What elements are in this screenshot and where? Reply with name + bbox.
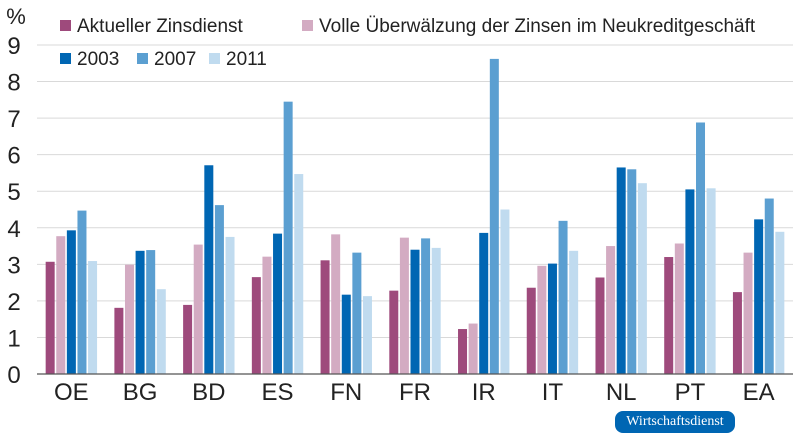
bar-FN-2007 — [352, 252, 362, 374]
bar-OE-2003 — [66, 230, 76, 374]
bar-PT-2007 — [696, 122, 706, 375]
bar-IT-2003 — [547, 263, 557, 374]
legend-swatch — [137, 53, 148, 64]
bar-OE-2007 — [77, 210, 87, 374]
bar-IT-2007 — [558, 220, 568, 374]
y-tick-label: 2 — [7, 289, 20, 316]
y-tick-label: 1 — [7, 325, 20, 352]
x-tick-label: FR — [399, 379, 431, 406]
bar-PT-volle-überwälzung-der-zinsen-im-neukreditgeschäft — [674, 243, 684, 374]
bar-IR-2007 — [489, 58, 499, 374]
bar-BD-volle-überwälzung-der-zinsen-im-neukreditgeschäft — [193, 244, 203, 374]
bar-PT-2003 — [685, 189, 695, 374]
bar-IR-2011 — [500, 209, 510, 374]
y-tick-label: 8 — [7, 70, 20, 97]
bar-FR-aktueller-zinsdienst — [389, 290, 399, 374]
bar-BG-volle-überwälzung-der-zinsen-im-neukreditgeschäft — [124, 264, 134, 374]
x-tick-label: IT — [542, 379, 564, 406]
bar-FR-volle-überwälzung-der-zinsen-im-neukreditgeschäft — [399, 237, 409, 374]
bar-OE-volle-überwälzung-der-zinsen-im-neukreditgeschäft — [56, 236, 66, 374]
x-tick-label: FN — [330, 379, 362, 406]
y-tick-label: 6 — [7, 143, 20, 170]
x-tick-label: ES — [262, 379, 294, 406]
y-tick-label: 3 — [7, 252, 20, 279]
bar-FR-2003 — [410, 249, 420, 374]
legend-label: Volle Überwälzung der Zinsen im Neukredi… — [319, 16, 756, 37]
bar-IT-volle-überwälzung-der-zinsen-im-neukreditgeschäft — [537, 265, 547, 374]
bar-EA-2007 — [764, 198, 774, 374]
y-tick-label: 9 — [7, 33, 20, 60]
bar-FN-aktueller-zinsdienst — [320, 260, 330, 374]
bar-NL-2007 — [627, 169, 637, 374]
bar-PT-aktueller-zinsdienst — [664, 257, 674, 374]
y-tick-label: 5 — [7, 179, 20, 206]
bar-FR-2007 — [421, 238, 431, 374]
bar-OE-2011 — [88, 261, 98, 374]
bar-IT-2011 — [569, 250, 579, 374]
bar-NL-volle-überwälzung-der-zinsen-im-neukreditgeschäft — [606, 246, 616, 374]
bar-BD-aktueller-zinsdienst — [183, 304, 193, 374]
bar-BG-2003 — [135, 250, 145, 374]
y-axis-unit: % — [6, 4, 26, 29]
x-tick-label: EA — [743, 379, 775, 406]
bar-BD-2011 — [225, 236, 235, 374]
legend-label: 2011 — [226, 49, 267, 70]
bar-BG-aktueller-zinsdienst — [114, 307, 124, 374]
legend-label: 2007 — [154, 49, 196, 70]
bar-EA-volle-überwälzung-der-zinsen-im-neukreditgeschäft — [743, 252, 753, 374]
legend-label: 2003 — [77, 49, 119, 70]
bar-EA-2011 — [775, 231, 785, 374]
bar-IR-aktueller-zinsdienst — [458, 329, 468, 374]
y-tick-label: 4 — [7, 216, 20, 243]
x-tick-label: OE — [54, 379, 89, 406]
bar-NL-2003 — [616, 167, 626, 374]
bar-ES-2007 — [283, 101, 293, 375]
legend-swatch — [60, 20, 71, 31]
bar-IR-2003 — [479, 232, 489, 374]
bar-OE-aktueller-zinsdienst — [45, 261, 55, 374]
bar-FN-volle-überwälzung-der-zinsen-im-neukreditgeschäft — [331, 234, 341, 374]
y-tick-label: 0 — [7, 362, 20, 389]
bar-BG-2011 — [156, 289, 166, 374]
bar-IT-aktueller-zinsdienst — [526, 287, 536, 374]
bar-ES-volle-überwälzung-der-zinsen-im-neukreditgeschäft — [262, 256, 272, 374]
x-tick-label: BG — [123, 379, 158, 406]
bar-BD-2003 — [204, 165, 214, 374]
x-tick-label: PT — [675, 379, 706, 406]
bar-FR-2011 — [431, 247, 441, 374]
bar-NL-2011 — [637, 183, 647, 374]
bar-ES-2011 — [294, 174, 304, 374]
legend-swatch — [302, 20, 313, 31]
bar-ES-aktueller-zinsdienst — [251, 277, 261, 374]
x-tick-label: IR — [472, 379, 496, 406]
x-tick-label: NL — [606, 379, 637, 406]
wirtschaftsdienst-logo: Wirtschaftsdienst — [615, 411, 735, 433]
bar-BD-2007 — [214, 205, 224, 374]
bar-BG-2007 — [146, 250, 156, 374]
bar-FN-2011 — [362, 296, 372, 374]
bar-IR-volle-überwälzung-der-zinsen-im-neukreditgeschäft — [468, 323, 478, 374]
y-tick-label: 7 — [7, 106, 20, 133]
x-tick-label: BD — [192, 379, 225, 406]
bar-FN-2003 — [341, 294, 351, 374]
bar-EA-2003 — [754, 219, 764, 374]
bar-ES-2003 — [273, 233, 283, 374]
bar-NL-aktueller-zinsdienst — [595, 277, 605, 374]
legend-swatch — [60, 53, 71, 64]
bar-PT-2011 — [706, 188, 716, 374]
legend-label: Aktueller Zinsdienst — [77, 16, 244, 37]
legend-swatch — [209, 53, 220, 64]
bar-EA-aktueller-zinsdienst — [732, 292, 742, 374]
